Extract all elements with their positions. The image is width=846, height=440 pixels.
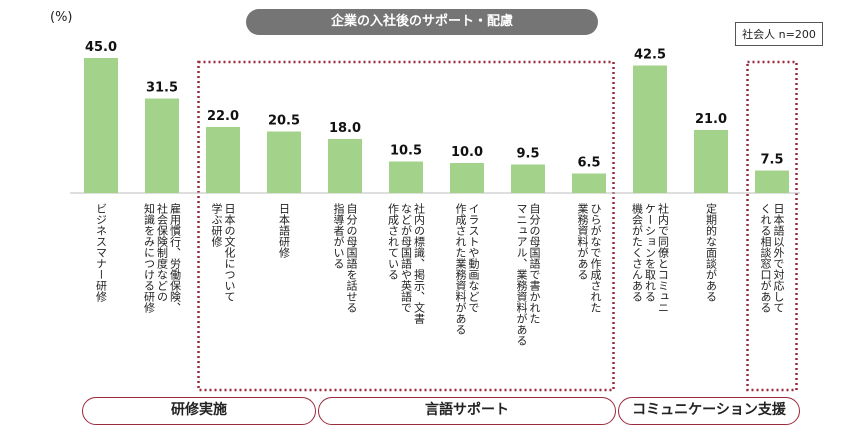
category-label-line: 日本語以外で対応して [772, 203, 785, 313]
category-label-line: などが母国語や英語で [400, 203, 413, 313]
value-label-7: 9.5 [516, 147, 539, 162]
category-label-line: 定期的な面談がある [705, 202, 718, 302]
category-label-line: 作成された業務資料がある [454, 203, 467, 335]
category-label-line: くれる相談窓口がある [759, 203, 772, 313]
category-label-line: ビジネスマナー研修 [95, 203, 108, 303]
category-label-line: 雇用慣行、労働保険、 [169, 202, 182, 313]
bar-0 [84, 58, 118, 193]
chart-title: 企業の入社後のサポート・配慮 [246, 9, 598, 35]
category-label-line: ケーションを取れる [644, 203, 657, 302]
category-label-10: 定期的な面談がある [705, 202, 718, 302]
bar-6 [450, 163, 484, 193]
bar-3 [267, 131, 301, 193]
bar-8 [572, 173, 606, 193]
highlight-frame-0 [197, 60, 615, 392]
value-label-11: 7.5 [760, 153, 783, 168]
category-label-line: 知識をみにつける研修 [143, 202, 156, 314]
group-label-training: 研修実施 [82, 397, 316, 425]
value-label-8: 6.5 [577, 156, 600, 171]
value-label-2: 22.0 [207, 109, 239, 124]
bar-9 [633, 65, 667, 193]
category-label-3: 日本語研修 [278, 203, 291, 259]
category-label-0: ビジネスマナー研修 [95, 203, 108, 303]
category-label-line: 社内で同僚とコミュニ [657, 202, 670, 313]
value-label-5: 10.5 [390, 144, 422, 159]
value-label-10: 21.0 [695, 112, 727, 127]
category-label-line: 日本語研修 [278, 203, 291, 259]
value-label-6: 10.0 [451, 145, 483, 160]
bar-7 [511, 164, 545, 193]
bar-2 [206, 127, 240, 193]
value-label-4: 18.0 [329, 121, 361, 136]
category-label-line: 自分の母国語で書かれた [528, 203, 541, 324]
category-label-line: マニュアル、業務資料がある [515, 203, 528, 346]
bar-5 [389, 161, 423, 193]
category-label-line: 業務資料がある [576, 203, 589, 280]
category-label-line: 学ぶ研修 [210, 202, 223, 248]
y-unit-label: (%) [50, 10, 73, 25]
value-label-1: 31.5 [146, 81, 178, 96]
highlight-frame-1 [746, 60, 798, 392]
category-label-line: ひらがなで作成された [589, 203, 602, 313]
category-label-line: イラストや動画などで [467, 203, 480, 313]
category-label-line: 機会がたくさんある [631, 202, 644, 302]
category-label-line: 指導者がいる [332, 202, 345, 269]
bar-11 [755, 170, 789, 193]
bar-4 [328, 139, 362, 193]
value-label-0: 45.0 [85, 40, 117, 55]
value-label-9: 42.5 [634, 48, 666, 63]
category-label-line: 社会保険制度などの [156, 202, 169, 302]
group-label-language-support: 言語サポート [318, 397, 616, 425]
sample-size-label: 社会人 n=200 [735, 22, 823, 46]
group-label-communication-support: コミュニケーション支援 [618, 397, 800, 425]
value-label-3: 20.5 [268, 114, 300, 129]
category-label-line: 作成されている [387, 203, 400, 280]
bar-10 [694, 130, 728, 193]
category-label-line: 社内の標識、掲示、文書 [413, 202, 426, 325]
category-label-line: 日本の文化について [223, 203, 236, 302]
category-label-line: 自分の母国語を話せる [345, 203, 358, 313]
bar-1 [145, 98, 179, 193]
